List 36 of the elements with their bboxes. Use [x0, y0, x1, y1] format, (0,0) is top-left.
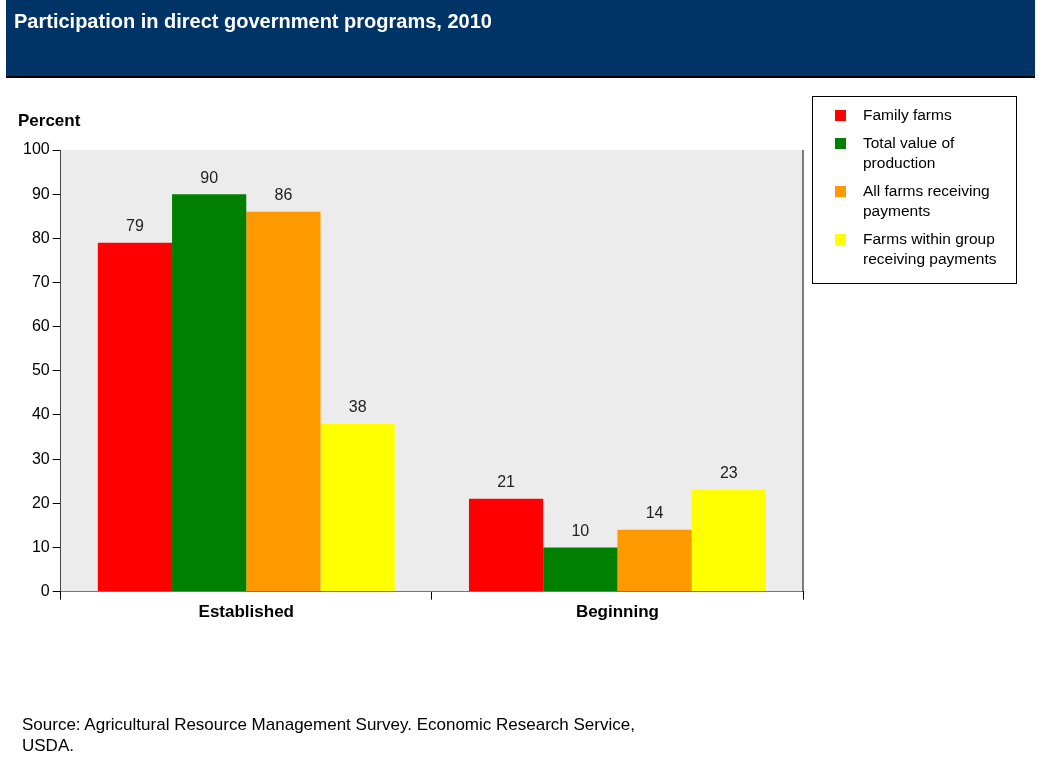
x-tick-label: Established	[198, 602, 294, 622]
y-tick-label: 90	[31, 184, 50, 202]
y-tick-label: 100	[22, 140, 50, 158]
y-tick-label: 60	[31, 317, 50, 335]
data-label: 79	[126, 217, 144, 235]
y-axis-title: Percent	[18, 111, 81, 131]
data-label: 23	[719, 464, 738, 482]
y-tick-label: 20	[31, 493, 50, 511]
bar	[246, 211, 321, 592]
x-tick-label: Beginning	[575, 602, 659, 622]
bar	[320, 423, 395, 592]
y-tick-label: 50	[31, 361, 50, 379]
y-tick-label: 0	[40, 582, 50, 600]
bar	[97, 242, 173, 592]
legend-label: Total value of production	[863, 133, 956, 173]
source-note: Source: Agricultural Resource Management Survey. Economic Research Service, USDA.	[22, 714, 636, 756]
legend-label: Family farms	[863, 105, 953, 125]
y-tick-label: 70	[31, 272, 50, 290]
bar	[468, 498, 544, 592]
y-tick-label: 80	[31, 228, 50, 246]
data-label: 14	[645, 504, 664, 522]
y-tick-label: 30	[31, 449, 50, 467]
bar	[172, 194, 247, 592]
bar	[691, 490, 766, 592]
bar	[617, 529, 692, 592]
data-label: 21	[497, 473, 516, 491]
chart-title: Participation in direct government programs, 2010	[6, 0, 1035, 78]
y-tick-label: 10	[31, 537, 50, 555]
data-label: 38	[348, 398, 367, 416]
data-label: 10	[571, 521, 590, 539]
y-tick-label: 40	[31, 405, 50, 423]
data-label: 90	[200, 168, 219, 186]
bar	[543, 547, 618, 592]
legend-label: All farms receiving payments	[863, 181, 991, 221]
data-label: 86	[274, 186, 293, 204]
legend-label: Farms within group receiving payments	[863, 229, 998, 269]
